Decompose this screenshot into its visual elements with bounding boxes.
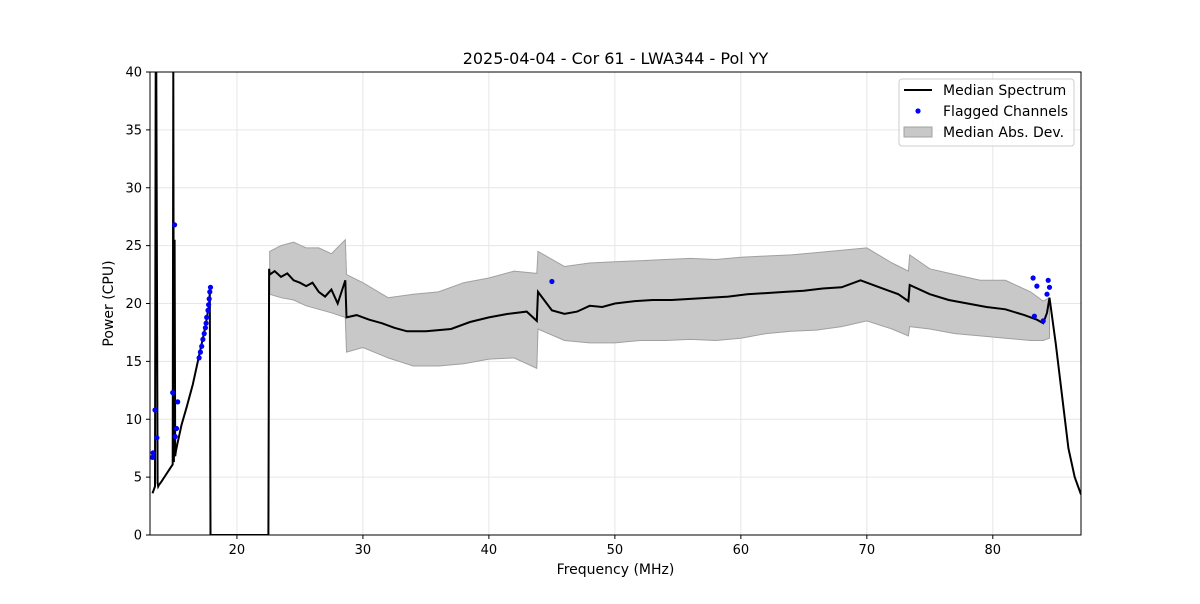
x-tick-label: 80 bbox=[985, 543, 1002, 558]
flagged-channel-point bbox=[1034, 283, 1040, 289]
flagged-channel-point bbox=[154, 435, 160, 441]
mad-band-layer bbox=[269, 238, 1050, 370]
flagged-channel-point bbox=[199, 343, 205, 349]
legend-label-flagged: Flagged Channels bbox=[943, 104, 1068, 120]
axes-layer: 20 30 40 50 60 70 80 0 5 10 15 20 25 30 35 40 bbox=[125, 66, 1082, 558]
y-tick-label: 10 bbox=[125, 413, 142, 428]
y-tick-label: 30 bbox=[125, 181, 142, 196]
mad-band bbox=[269, 238, 1050, 370]
x-tick-label: 70 bbox=[859, 543, 876, 558]
legend: Median Spectrum Flagged Channels Median … bbox=[898, 78, 1075, 147]
flagged-channel-point bbox=[1046, 284, 1053, 290]
y-tick-label: 40 bbox=[125, 66, 142, 81]
flagged-channel-point bbox=[173, 425, 180, 432]
flagged-channel-point bbox=[200, 336, 206, 342]
legend-box bbox=[898, 78, 1075, 147]
flagged-channel-point bbox=[152, 407, 158, 413]
x-tick-label: 50 bbox=[607, 543, 624, 558]
legend-band-swatch bbox=[903, 126, 933, 138]
flagged-channel-point bbox=[207, 284, 214, 290]
y-tick-label: 25 bbox=[125, 239, 142, 254]
flagged-channel-point bbox=[1030, 275, 1036, 281]
flagged-points-layer bbox=[149, 222, 1053, 460]
flagged-channel-point bbox=[201, 331, 207, 337]
flagged-channel-point bbox=[206, 296, 212, 302]
y-tick-label: 0 bbox=[134, 529, 142, 544]
x-tick-label: 40 bbox=[481, 543, 498, 558]
flagged-channel-point bbox=[172, 434, 178, 440]
legend-label-median: Median Spectrum bbox=[943, 83, 1066, 99]
flagged-channel-point bbox=[172, 222, 178, 228]
legend-point-swatch bbox=[915, 108, 921, 114]
flagged-channel-point bbox=[149, 454, 156, 460]
x-tick-label: 60 bbox=[733, 543, 750, 558]
flagged-channel-point bbox=[170, 390, 176, 396]
flagged-channel-point bbox=[204, 314, 210, 320]
flagged-channel-point bbox=[203, 320, 209, 326]
flagged-channel-point bbox=[197, 349, 203, 355]
flagged-channel-point bbox=[1045, 277, 1051, 283]
y-tick-label: 20 bbox=[125, 297, 142, 312]
x-tick-label: 20 bbox=[229, 543, 246, 558]
flagged-channel-point bbox=[1044, 291, 1050, 297]
y-tick-label: 35 bbox=[125, 123, 142, 138]
flagged-channel-point bbox=[205, 307, 211, 313]
flagged-channel-point bbox=[1031, 313, 1037, 319]
flagged-channel-point bbox=[202, 325, 208, 331]
flagged-channel-point bbox=[150, 450, 156, 456]
flagged-channel-point bbox=[206, 302, 212, 308]
y-axis-label: Power (CPU) bbox=[101, 260, 117, 346]
y-tick-label: 5 bbox=[134, 471, 142, 486]
chart-title: 2025-04-04 - Cor 61 - LWA344 - Pol YY bbox=[463, 49, 769, 68]
y-tick-label: 15 bbox=[125, 355, 142, 370]
x-axis-label: Frequency (MHz) bbox=[557, 562, 675, 578]
median-spectrum-line bbox=[151, 72, 1081, 535]
flagged-channel-point bbox=[196, 355, 202, 361]
x-tick-label: 30 bbox=[355, 543, 372, 558]
flagged-channel-point bbox=[1040, 318, 1046, 324]
flagged-channel-point bbox=[207, 289, 213, 295]
flagged-channel-point bbox=[549, 278, 555, 285]
legend-label-mad: Median Abs. Dev. bbox=[943, 125, 1064, 141]
flagged-channel-point bbox=[175, 399, 181, 405]
median-line-layer bbox=[151, 72, 1081, 535]
